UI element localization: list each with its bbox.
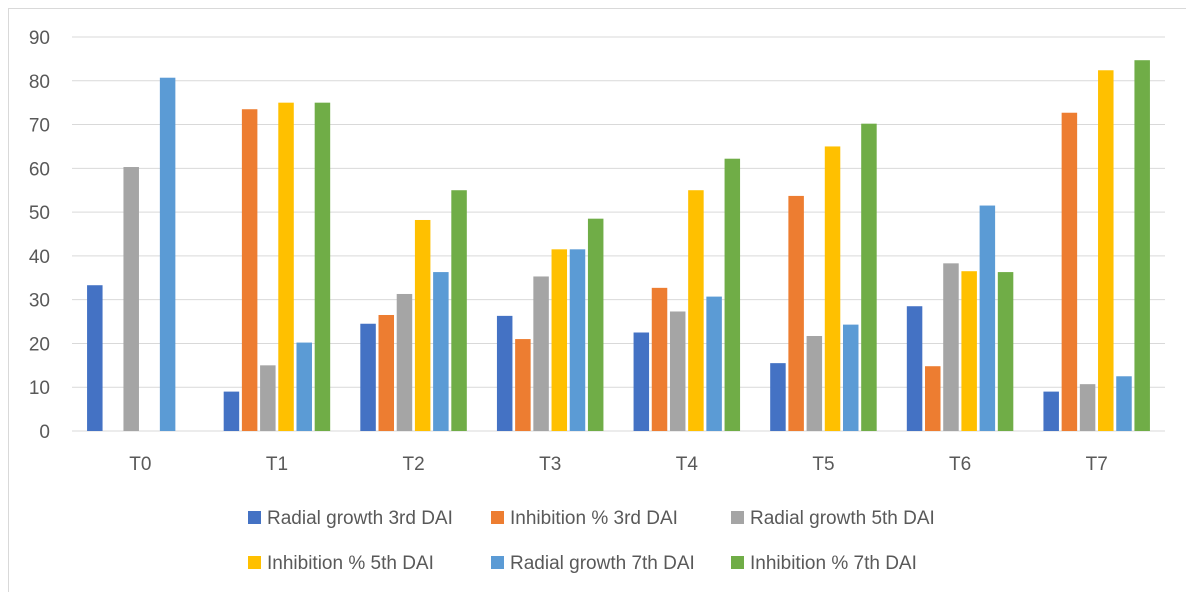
y-tick-label: 80: [29, 72, 50, 93]
bar: [87, 285, 103, 431]
bar: [906, 306, 923, 431]
y-tick-label: 10: [29, 378, 50, 399]
bar: [824, 146, 841, 431]
bar: [278, 102, 294, 432]
bar: [997, 272, 1014, 431]
bar: [451, 190, 467, 431]
bar: [123, 167, 139, 431]
bar: [979, 205, 996, 431]
bar: [241, 109, 258, 431]
bar: [551, 249, 568, 431]
bar: [861, 123, 877, 432]
x-tick-label: T6: [949, 454, 971, 475]
legend-label: Inhibition % 7th DAI: [750, 553, 917, 574]
bar: [788, 195, 804, 431]
bar: [669, 311, 686, 431]
y-tick-label: 40: [29, 247, 50, 268]
x-tick-label: T7: [1086, 454, 1108, 475]
y-tick-label: 90: [29, 28, 50, 49]
legend-label: Inhibition % 3rd DAI: [510, 508, 678, 529]
x-tick-label: T5: [812, 454, 834, 475]
legend-swatch: [731, 556, 744, 569]
bar: [587, 218, 604, 431]
bar: [651, 287, 668, 431]
bar: [533, 276, 549, 431]
y-tick-label: 50: [29, 203, 50, 224]
bar: [296, 342, 312, 431]
x-tick-label: T3: [539, 454, 561, 475]
bar: [706, 296, 722, 431]
bar: [1079, 384, 1096, 431]
bar: [633, 332, 650, 431]
legend-swatch: [248, 511, 261, 524]
y-tick-label: 30: [29, 291, 50, 312]
legend: Radial growth 3rd DAI Inhibition % 3rd DA…: [248, 508, 935, 574]
bar: [515, 339, 531, 431]
x-tick-label: T2: [402, 454, 424, 475]
legend-swatch: [248, 556, 261, 569]
bar: [396, 293, 413, 431]
bar: [688, 190, 704, 431]
legend-label: Radial growth 3rd DAI: [267, 508, 453, 529]
bar: [414, 219, 431, 431]
legend-label: Radial growth 7th DAI: [510, 553, 695, 574]
legend-swatch: [491, 556, 504, 569]
bar: [314, 102, 331, 432]
x-tick-label: T1: [266, 454, 288, 475]
x-axis-ticks: T0 T1 T2 T3 T4 T5 T6 T7: [129, 454, 1108, 475]
y-axis-ticks: 0 10 20 30 40 50 60 70 80 90: [29, 28, 50, 443]
legend-swatch: [491, 511, 504, 524]
bar: [724, 158, 741, 432]
bar: [943, 263, 959, 431]
bar: [1061, 112, 1078, 431]
x-tick-label: T0: [129, 454, 151, 475]
bars: [87, 60, 1150, 432]
bar: [961, 271, 977, 431]
y-tick-label: 0: [39, 422, 50, 443]
bar: [806, 336, 823, 431]
bar: [1043, 391, 1059, 431]
legend-label: Inhibition % 5th DAI: [267, 553, 434, 574]
y-tick-label: 70: [29, 116, 50, 137]
bar: [1134, 60, 1150, 432]
bar: [770, 363, 786, 431]
bar: [842, 324, 859, 431]
legend-label: Radial growth 5th DAI: [750, 508, 935, 529]
chart-frame: [8, 8, 1186, 592]
legend-swatch: [731, 511, 744, 524]
bar: [925, 366, 941, 431]
bar: [496, 315, 513, 431]
bar: [360, 323, 376, 431]
bar: [433, 272, 449, 431]
bar: [159, 77, 176, 432]
bar: [260, 365, 276, 431]
bar: [569, 249, 586, 431]
bar: [223, 391, 240, 431]
y-tick-label: 20: [29, 334, 50, 355]
x-tick-label: T4: [676, 454, 699, 475]
bar: [1098, 70, 1114, 431]
bar: [1116, 376, 1132, 431]
y-tick-label: 60: [29, 159, 50, 180]
bar: [378, 314, 395, 431]
